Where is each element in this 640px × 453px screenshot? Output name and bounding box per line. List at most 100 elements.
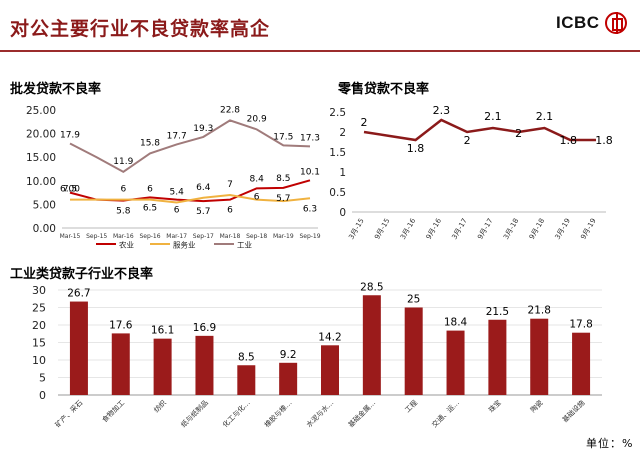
wholesale-data-label: 6.4 <box>196 183 211 193</box>
industry-ytick: 20 <box>32 319 46 332</box>
industry-ytick: 25 <box>32 302 46 315</box>
industry-category-label: 纸与纸制品 <box>179 398 210 429</box>
wholesale-data-label: 5.8 <box>116 207 131 217</box>
retail-xtick: 9月-17 <box>476 217 494 241</box>
industry-bar <box>279 362 298 395</box>
wholesale-chart-title: 批发贷款不良率 <box>10 82 102 97</box>
industry-data-label: 28.5 <box>360 281 383 293</box>
wholesale-xtick: Sep-15 <box>86 233 107 240</box>
industry-bar <box>530 318 549 395</box>
industry-category-label: 基础设施 <box>560 398 586 424</box>
wholesale-xtick: Mar-19 <box>273 233 294 240</box>
wholesale-data-label: 6.3 <box>303 204 317 214</box>
industry-data-label: 14.2 <box>318 331 341 343</box>
wholesale-xtick: Sep-17 <box>193 233 214 240</box>
page-title: 对公主要行业不良贷款率高企 <box>10 18 271 40</box>
wholesale-data-label: 15.8 <box>140 138 160 148</box>
retail-ytick: 0 <box>339 207 346 219</box>
wholesale-data-label: 6 <box>254 193 260 203</box>
industry-data-label: 8.5 <box>238 351 255 363</box>
retail-data-label: 2.1 <box>536 110 554 123</box>
wholesale-xtick: Sep-18 <box>246 233 267 240</box>
wholesale-legend-label: 农业 <box>119 240 134 250</box>
wholesale-ytick: 25.00 <box>26 105 56 117</box>
retail-xtick: 9月-16 <box>425 217 444 241</box>
wholesale-legend-label: 工业 <box>237 240 252 250</box>
industry-chart-title: 工业类贷款子行业不良率 <box>10 267 154 282</box>
industry-category-label: 橡胶与橡… <box>262 398 293 429</box>
retail-data-label: 2.1 <box>484 110 502 123</box>
industry-category-label: 交通、运… <box>430 398 461 429</box>
wholesale-ytick: 10.00 <box>26 176 56 188</box>
wholesale-data-label: 6 <box>120 185 126 195</box>
retail-data-label: 1.8 <box>595 134 613 147</box>
retail-xtick: 9月-18 <box>528 217 546 241</box>
wholesale-data-label: 5.7 <box>196 207 210 217</box>
industry-bar <box>195 335 214 395</box>
industry-data-label: 18.4 <box>444 317 468 329</box>
wholesale-data-label: 7.5 <box>63 185 77 195</box>
industry-bar <box>321 345 339 395</box>
industry-bar <box>237 365 256 395</box>
retail-xtick: 9月-19 <box>579 217 597 241</box>
industry-data-label: 17.6 <box>109 319 133 331</box>
industry-ytick: 0 <box>39 389 46 402</box>
retail-ytick: 1 <box>339 167 346 179</box>
retail-ytick: 2.5 <box>329 107 346 119</box>
industry-ytick: 10 <box>32 354 46 367</box>
retail-xtick: 3月-15 <box>347 217 365 241</box>
retail-data-label: 1.8 <box>407 142 425 155</box>
retail-data-label: 1.8 <box>559 134 577 147</box>
industry-data-label: 21.8 <box>528 305 551 317</box>
wholesale-data-label: 22.8 <box>220 105 240 115</box>
retail-xtick: 9月-15 <box>373 217 391 241</box>
industry-category-label: 陶瓷 <box>528 398 544 414</box>
wholesale-xtick: Sep-16 <box>139 233 160 240</box>
wholesale-data-label: 5.4 <box>170 188 185 198</box>
retail-ytick: 1.5 <box>329 147 346 159</box>
industry-bar <box>404 307 423 395</box>
industry-bar <box>446 330 465 395</box>
retail-chart-title: 零售贷款不良率 <box>338 82 430 97</box>
wholesale-ytick: 20.00 <box>26 129 56 141</box>
wholesale-data-label: 6.00 <box>60 185 80 195</box>
wholesale-data-label: 11.9 <box>113 157 133 167</box>
wholesale-data-label: 5.7 <box>276 194 290 204</box>
industry-ytick: 30 <box>32 284 46 297</box>
industry-data-label: 25 <box>407 294 420 306</box>
wholesale-data-label: 8.4 <box>250 174 265 184</box>
wholesale-xtick: Mar-18 <box>220 233 241 240</box>
industry-category-label: 基础金属… <box>346 398 377 429</box>
industry-data-label: 26.7 <box>67 288 90 300</box>
wholesale-xtick: Sep-19 <box>299 233 320 240</box>
retail-series-line <box>363 118 596 142</box>
industry-bar <box>153 338 172 395</box>
industry-data-label: 16.9 <box>193 322 216 334</box>
unit-note: 单位：% <box>586 437 634 450</box>
wholesale-legend-label: 服务业 <box>173 240 196 250</box>
wholesale-data-label: 17.5 <box>273 132 293 142</box>
wholesale-data-label: 17.9 <box>60 131 80 141</box>
wholesale-series-line <box>69 119 311 174</box>
retail-xtick: 3月-19 <box>554 217 572 241</box>
industry-bar <box>362 295 381 395</box>
industry-category-label: 珠宝 <box>487 398 503 414</box>
wholesale-data-label: 6 <box>174 206 180 216</box>
retail-data-label: 2 <box>464 134 471 147</box>
title-divider <box>0 50 640 52</box>
industry-data-label: 9.2 <box>280 349 297 361</box>
wholesale-data-label: 8.5 <box>276 174 290 184</box>
wholesale-data-label: 6 <box>147 185 153 195</box>
wholesale-xtick: Mar-15 <box>60 233 81 240</box>
wholesale-ytick: 15.00 <box>26 152 56 164</box>
wholesale-data-label: 19.3 <box>193 124 213 134</box>
retail-data-label: 2 <box>515 127 522 140</box>
industry-bar <box>488 319 507 395</box>
wholesale-data-label: 7 <box>227 180 233 190</box>
industry-category-label: 矿产、采石 <box>53 398 84 429</box>
industry-bar <box>111 333 130 395</box>
wholesale-data-label: 6 <box>227 206 233 216</box>
wholesale-data-label: 20.9 <box>247 114 267 124</box>
retail-ytick: 0.5 <box>329 187 346 199</box>
